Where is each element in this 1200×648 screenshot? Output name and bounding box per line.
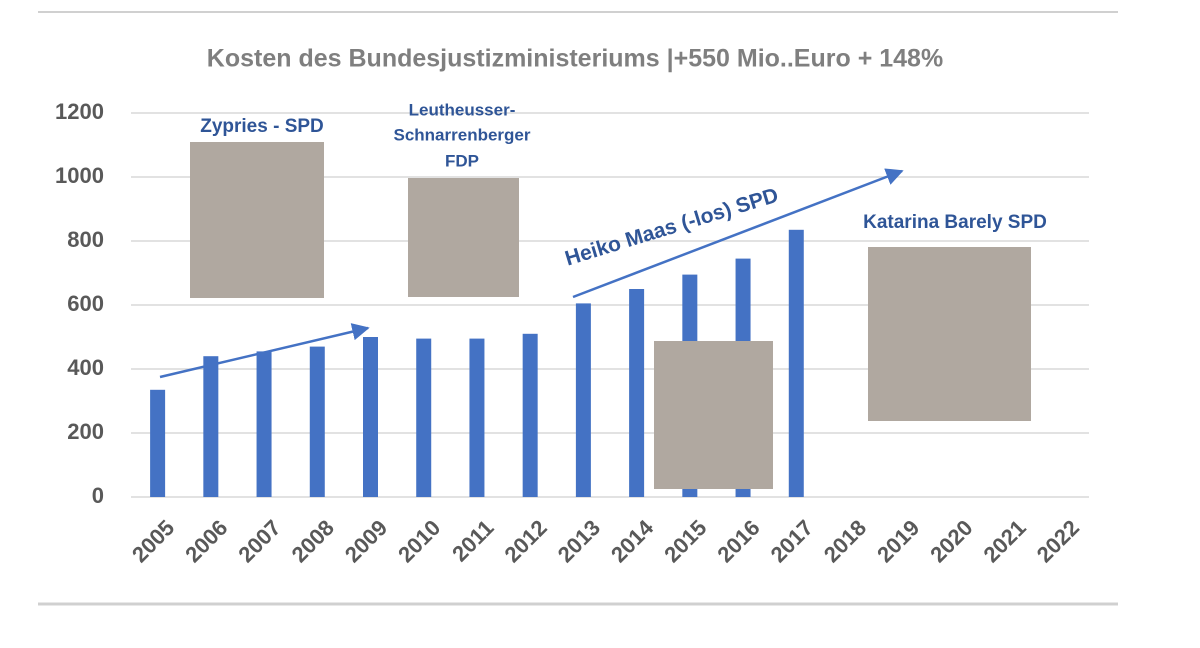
y-tick-label: 1200 [55,99,104,124]
x-tick-label: 2007 [233,515,285,567]
bar [416,338,432,497]
annotation: Katarina Barely SPD [863,212,1047,233]
x-tick-label: 2005 [127,515,179,567]
x-tick-label: 2010 [393,515,445,567]
bar [629,289,645,497]
bar [469,338,485,497]
bar [309,346,325,497]
x-tick-label: 2011 [447,515,498,566]
x-tick-label: 2020 [925,515,977,567]
y-tick-label: 1000 [55,163,104,188]
annotation: FDP [445,151,479,170]
x-tick-label: 2016 [712,515,764,567]
y-tick-label: 200 [67,419,104,444]
x-tick-label: 2015 [659,515,711,567]
annotation: Schnarrenberger [394,125,531,144]
x-tick-label: 2006 [180,515,232,567]
x-tick-label: 2017 [766,515,818,567]
annotation: Leutheusser- [409,100,516,119]
x-tick-label: 2022 [1032,515,1084,567]
annotation: Heiko Maas (-los) SPD [562,184,781,271]
x-tick-label: 2019 [872,515,924,567]
bar [522,333,538,497]
y-tick-label: 600 [67,291,104,316]
bar [256,351,272,497]
bar [788,229,804,498]
x-tick-label: 2018 [819,515,871,567]
trend-arrow [572,168,904,299]
y-tick-label: 800 [67,227,104,252]
photo [868,247,1031,421]
x-tick-label: 2008 [287,515,339,567]
y-tick-label: 0 [92,483,104,508]
x-tick-label: 2009 [340,515,392,567]
x-tick-label: 2013 [553,515,605,567]
bar [150,389,166,497]
trend-arrow [159,323,370,379]
x-tick-label: 2021 [979,515,1031,567]
x-tick-label: 2014 [606,514,659,567]
photo [408,178,519,297]
bar [203,356,219,497]
bar [575,303,591,497]
chart-title: Kosten des Bundesjustizministeriums |+55… [207,45,943,73]
photo [190,142,324,298]
x-tick-label: 2012 [500,515,552,567]
photo [654,341,773,489]
annotation: Zypries - SPD [200,116,324,137]
bar [363,337,378,497]
y-tick-label: 400 [67,355,104,380]
